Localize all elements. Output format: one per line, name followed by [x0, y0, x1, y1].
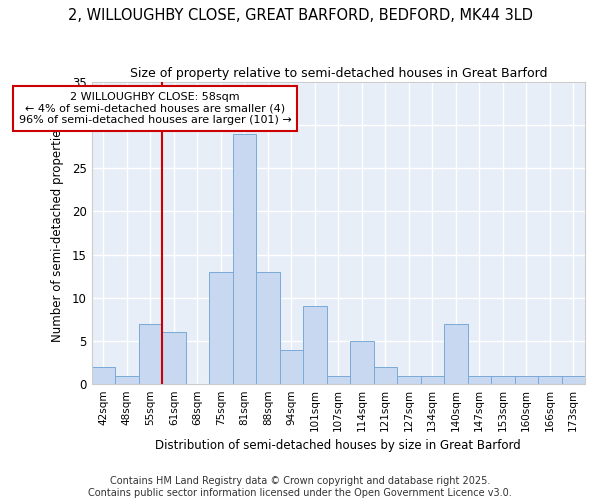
Bar — [280, 350, 303, 384]
Bar — [562, 376, 585, 384]
Bar — [444, 324, 467, 384]
Bar — [515, 376, 538, 384]
Bar — [115, 376, 139, 384]
Bar — [139, 324, 162, 384]
Bar — [491, 376, 515, 384]
Bar — [303, 306, 326, 384]
Bar — [326, 376, 350, 384]
Title: Size of property relative to semi-detached houses in Great Barford: Size of property relative to semi-detach… — [130, 68, 547, 80]
X-axis label: Distribution of semi-detached houses by size in Great Barford: Distribution of semi-detached houses by … — [155, 440, 521, 452]
Bar — [233, 134, 256, 384]
Text: Contains HM Land Registry data © Crown copyright and database right 2025.
Contai: Contains HM Land Registry data © Crown c… — [88, 476, 512, 498]
Bar — [397, 376, 421, 384]
Bar — [256, 272, 280, 384]
Bar — [374, 367, 397, 384]
Bar — [162, 332, 185, 384]
Y-axis label: Number of semi-detached properties: Number of semi-detached properties — [50, 124, 64, 342]
Text: 2, WILLOUGHBY CLOSE, GREAT BARFORD, BEDFORD, MK44 3LD: 2, WILLOUGHBY CLOSE, GREAT BARFORD, BEDF… — [67, 8, 533, 22]
Bar — [92, 367, 115, 384]
Bar — [467, 376, 491, 384]
Text: 2 WILLOUGHBY CLOSE: 58sqm
← 4% of semi-detached houses are smaller (4)
96% of se: 2 WILLOUGHBY CLOSE: 58sqm ← 4% of semi-d… — [19, 92, 292, 125]
Bar — [350, 341, 374, 384]
Bar — [421, 376, 444, 384]
Bar — [209, 272, 233, 384]
Bar — [538, 376, 562, 384]
